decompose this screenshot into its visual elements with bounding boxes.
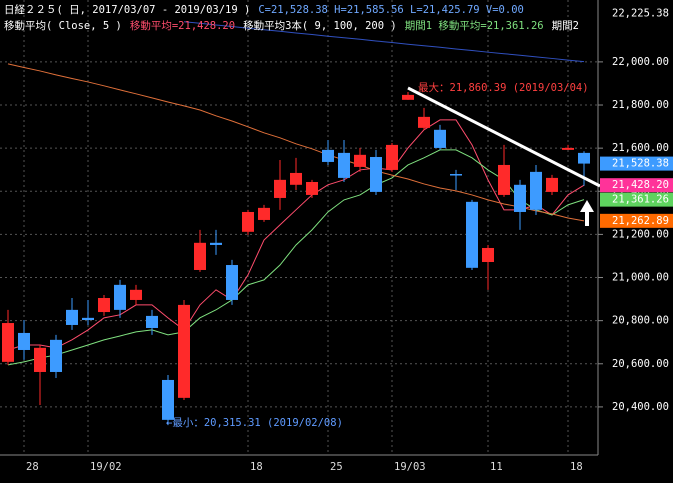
ma-line: [7, 149, 585, 366]
ma-line: [7, 119, 585, 351]
candle-body: [578, 152, 590, 164]
candle-body: [194, 242, 206, 270]
x-tick-label: 25: [330, 461, 343, 473]
candle-body: [434, 129, 446, 148]
y-tick-label: 20,800.00: [612, 315, 669, 327]
y-tick-label: 21,000.00: [612, 272, 669, 284]
candle-body: [450, 174, 462, 176]
candle-body: [18, 332, 30, 350]
y-tick-label: 21,200.00: [612, 228, 669, 240]
candle-body: [306, 182, 318, 195]
annotation: ←最小：20,315.31 (2019/02/08): [166, 417, 343, 429]
price-label: 22,225.38: [612, 7, 669, 19]
candle-body: [226, 265, 238, 300]
candle-body: [210, 242, 222, 245]
candle-body: [386, 144, 398, 170]
header-text: 期間2: [552, 20, 579, 32]
arrow: [580, 200, 594, 226]
candle-body: [546, 177, 558, 192]
x-tick-label: 19/03: [394, 461, 426, 473]
header-text: 移動平均( Close, 5 ): [4, 19, 122, 32]
annotation: 最大：21,860.39 (2019/03/04): [418, 81, 589, 94]
header-line: 日経２２５( 日, 2017/03/07 - 2019/03/19 ) C=21,…: [4, 3, 524, 16]
x-tick-label: 28: [26, 461, 39, 473]
header-text: 日経２２５( 日, 2017/03/07 - 2019/03/19 ): [4, 3, 250, 16]
y-tick-label: 20,600.00: [612, 358, 669, 370]
candle-body: [322, 149, 334, 162]
candle-body: [562, 147, 574, 150]
candle-body: [178, 304, 190, 398]
y-tick-label: 20,400.00: [612, 401, 669, 413]
price-box: [600, 178, 673, 193]
ma-line: [183, 21, 585, 63]
candle-body: [370, 156, 382, 192]
candle-body: [354, 154, 366, 167]
candle-body: [418, 116, 430, 128]
candle-body: [338, 152, 350, 178]
y-tick-label: 22,000.00: [612, 56, 669, 68]
x-tick-label: 18: [250, 461, 263, 473]
candle-body: [514, 184, 526, 212]
candle-body: [274, 179, 286, 198]
price-label: 21,361.26: [612, 194, 669, 206]
candle-body: [290, 172, 302, 185]
header-text: 移動平均=21,428.20: [130, 19, 235, 32]
candle-body: [114, 284, 126, 310]
candle-body: [130, 289, 142, 300]
ma-line: [7, 63, 585, 222]
candle-body: [146, 315, 158, 328]
candle-body: [162, 379, 174, 420]
candle-body: [242, 211, 254, 232]
candle-body: [2, 323, 14, 362]
candle-body: [258, 207, 270, 220]
candle-body: [498, 164, 510, 195]
candle-body: [82, 317, 94, 321]
candle-body: [98, 298, 110, 313]
trend-line: [407, 86, 601, 188]
y-tick-label: 21,800.00: [612, 99, 669, 111]
price-box: [600, 156, 673, 171]
y-tick-label: 21,600.00: [612, 142, 669, 154]
candle-body: [66, 309, 78, 325]
candle-body: [50, 339, 62, 372]
x-tick-label: 19/02: [90, 461, 122, 473]
header-text: C=21,528.38 H=21,585.56 L=21,425.79 V=0.…: [258, 4, 524, 16]
candle-body: [482, 247, 494, 263]
x-tick-label: 11: [490, 461, 503, 473]
price-label: 21,528.38: [612, 158, 669, 170]
price-label: 21,262.89: [612, 215, 669, 227]
candle-body: [402, 94, 414, 100]
price-box: [600, 6, 673, 21]
candle-body: [466, 201, 478, 268]
header-line: 移動平均( Close, 5 ) 移動平均=21,428.20 移動平均3本( 9,…: [4, 19, 579, 32]
price-label: 21,428.20: [612, 179, 669, 191]
price-box: [600, 192, 673, 207]
x-tick-label: 18: [570, 461, 583, 473]
header-text: 移動平均3本( 9, 100, 200 ): [243, 19, 397, 32]
header-text: 期間1 移動平均=21,361.26: [405, 19, 544, 32]
candle-body: [530, 171, 542, 210]
candle-body: [34, 347, 46, 372]
price-box: [600, 213, 673, 228]
